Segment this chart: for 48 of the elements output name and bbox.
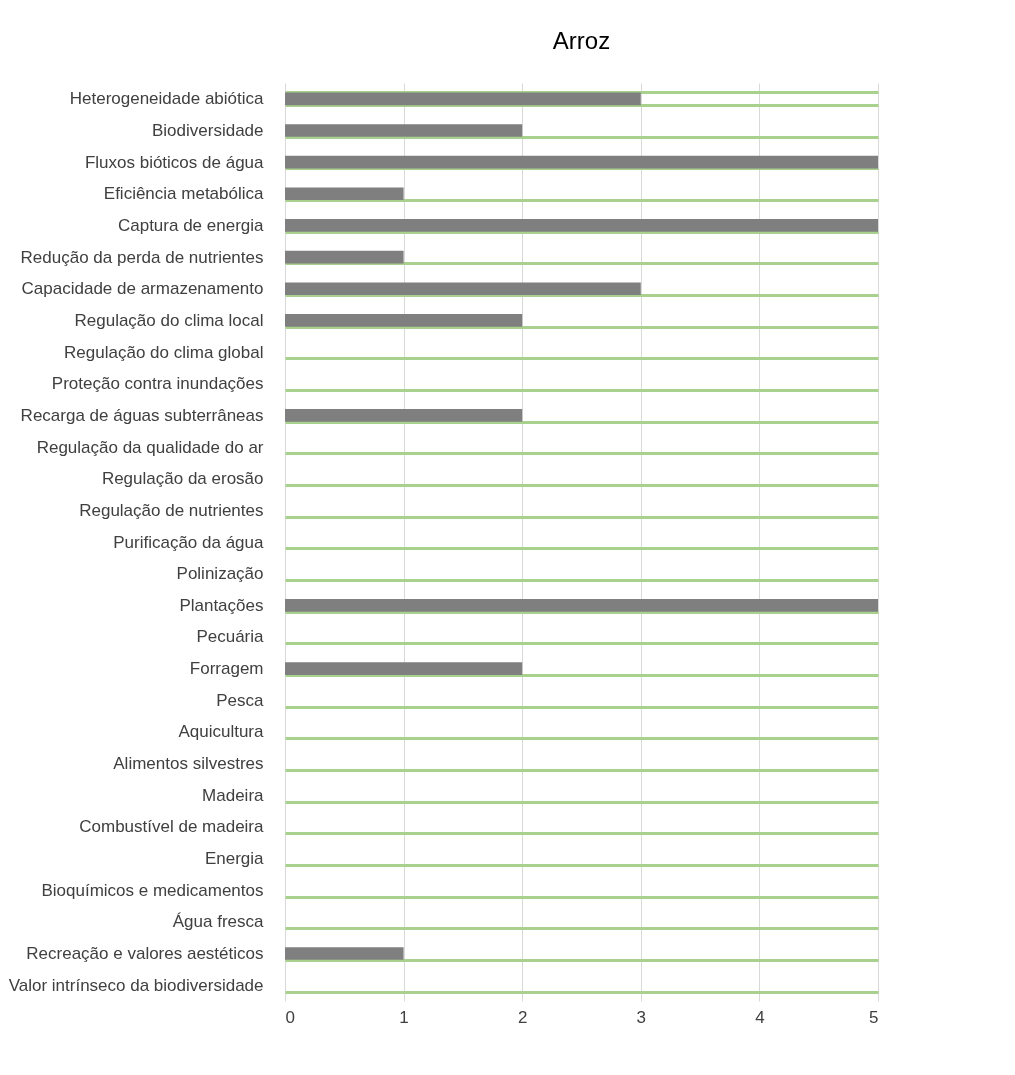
y-tick-label: Combustível de madeira [79, 817, 265, 837]
y-tick-label: Bioquímicos e medicamentos [41, 880, 264, 900]
y-tick-label: Regulação do clima global [64, 342, 264, 362]
y-tick-label: Aquicultura [178, 722, 265, 742]
y-tick-label: Alimentos silvestres [113, 754, 264, 774]
x-tick-label: 2 [517, 1007, 528, 1027]
y-tick-label: Regulação de nutrientes [79, 500, 264, 520]
y-tick-label: Forragem [189, 659, 264, 679]
x-tick-label: 5 [869, 1007, 879, 1027]
y-tick-label: Recarga de águas subterrâneas [20, 405, 264, 425]
x-tick-label: 1 [399, 1007, 409, 1027]
y-tick-label: Redução da perda de nutrientes [20, 247, 264, 267]
y-tick-label: Água fresca [172, 912, 265, 932]
y-tick-label: Madeira [202, 785, 265, 805]
bar [285, 155, 878, 169]
y-tick-label: Heterogeneidade abiótica [69, 89, 265, 109]
bar [285, 282, 641, 296]
y-tick-label: Polinização [176, 564, 264, 584]
x-tick-label: 4 [755, 1007, 765, 1027]
bar [285, 662, 523, 675]
bar [285, 947, 404, 960]
y-tick-label: Regulação da qualidade do ar [36, 437, 264, 457]
y-tick-label: Captura de energia [117, 215, 265, 235]
bar [285, 219, 878, 232]
y-tick-label: Valor intrínseco da biodiversidade [8, 975, 264, 995]
y-tick-label: Pesca [216, 690, 265, 710]
y-tick-label: Fluxos bióticos de água [84, 152, 265, 172]
bar [285, 409, 523, 422]
x-tick-label: 3 [636, 1007, 647, 1027]
y-tick-label: Energia [204, 849, 265, 869]
y-tick-label: Plantações [179, 595, 264, 615]
bar [285, 124, 523, 137]
y-tick-label: Regulação da erosão [101, 469, 264, 489]
y-tick-label: Biodiversidade [151, 120, 264, 140]
y-tick-label: Purificação da água [113, 532, 265, 552]
x-tick-label: 0 [285, 1007, 295, 1027]
bar [285, 250, 404, 264]
y-tick-label: Eficiência metabólica [103, 184, 265, 204]
bar [285, 187, 404, 201]
bar [285, 92, 641, 106]
bar [285, 314, 523, 327]
y-tick-label: Capacidade de armazenamento [21, 279, 264, 299]
chart-title: Arroz [552, 27, 611, 54]
y-tick-label: Recreação e valores aestéticos [26, 944, 264, 964]
bar [285, 598, 878, 612]
y-tick-label: Proteção contra inundações [51, 374, 264, 394]
y-tick-label: Pecuária [196, 627, 265, 647]
y-tick-label: Regulação do clima local [74, 310, 264, 330]
